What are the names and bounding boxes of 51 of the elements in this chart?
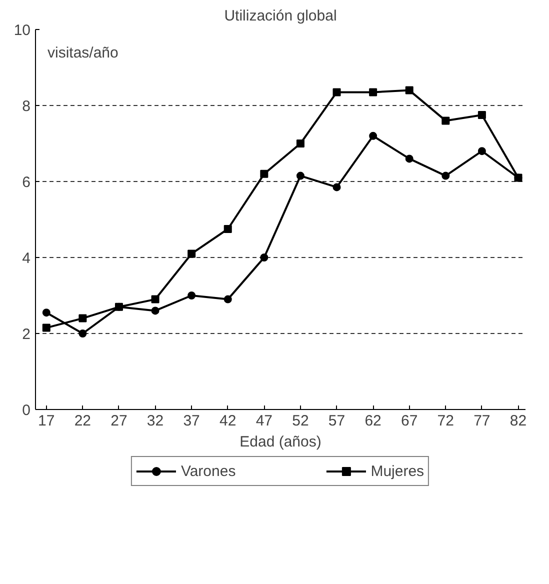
legend-label: Mujeres [370,462,424,480]
x-tick-label: 47 [256,412,273,430]
x-tick-label: 72 [437,412,454,430]
point [260,170,268,178]
point [478,111,486,119]
x-tick-label: 57 [328,412,346,430]
x-tick-label: 52 [292,412,309,430]
point [405,86,414,94]
y-tick-label: 2 [22,326,30,343]
x-tick-label: 37 [183,412,200,430]
point [188,250,196,258]
x-tick-label: 77 [474,412,490,430]
y-axis-title: visitas/año [48,44,118,62]
point [296,172,304,180]
y-tick-label: 6 [22,174,30,191]
point [405,154,414,163]
chart-title: Utilización global [224,8,337,24]
point [78,330,87,338]
point [224,295,232,304]
x-tick-label: 27 [110,412,128,430]
y-tick-label: 8 [22,98,30,115]
point [114,302,123,311]
point [296,140,304,148]
x-tick-label: 42 [220,412,236,430]
x-tick-label: 17 [38,412,55,430]
x-tick-label: 82 [510,412,527,430]
x-tick-label: 62 [364,412,382,430]
point [224,225,232,233]
point [369,132,378,140]
point [260,254,268,262]
point [442,116,450,125]
point [369,88,378,96]
y-tick-label: 10 [14,22,31,39]
point [151,295,160,304]
point [78,314,87,322]
x-axis-title: Edad (años) [240,434,322,450]
point [42,324,50,332]
y-tick-label: 4 [22,250,30,267]
point [442,172,450,180]
point [332,183,341,192]
y-tick-label: 0 [22,402,30,419]
x-tick-label: 22 [74,412,92,430]
x-tick-label: 32 [146,412,164,430]
point [478,147,486,156]
point [188,292,196,300]
point [42,308,50,317]
point [514,174,522,182]
point [332,88,341,96]
x-tick-label: 67 [401,412,418,430]
point [151,306,160,315]
legend-label: Varones [180,462,236,480]
